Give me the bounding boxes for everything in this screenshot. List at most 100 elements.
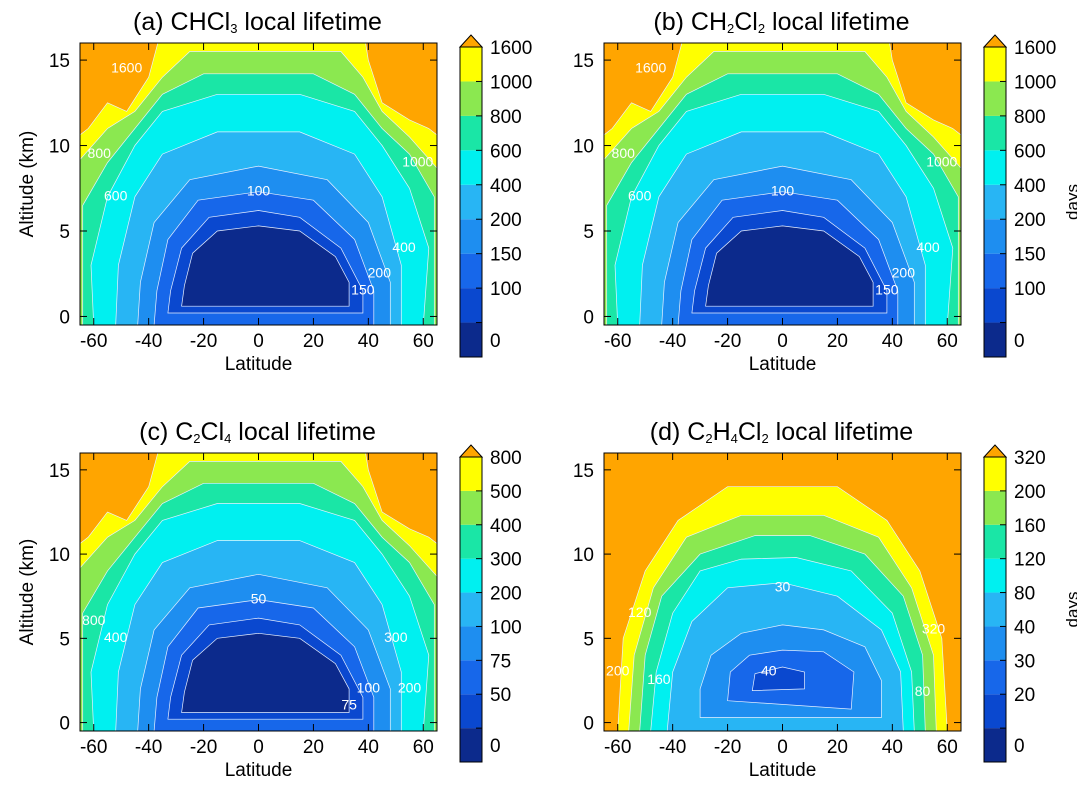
colorbar-label: 500	[490, 482, 522, 503]
colorbar-band	[460, 219, 482, 254]
colorbar-title: days	[1063, 592, 1077, 628]
colorbar-label: 300	[490, 550, 522, 571]
x-tick-label: 40	[882, 737, 903, 758]
x-tick-label: 40	[358, 737, 379, 758]
colorbar-band	[460, 81, 482, 116]
colorbar-band	[460, 592, 482, 627]
x-tick-label: 40	[358, 331, 379, 352]
y-tick-label: 15	[573, 461, 594, 482]
colorbar-title: days	[1063, 184, 1077, 220]
colorbar-band	[460, 115, 482, 151]
colorbar-band	[984, 660, 1006, 695]
colorbar-frame	[983, 46, 1007, 358]
x-tick-label: 0	[777, 737, 788, 758]
panel-d: (d) C2H4Cl2 local lifetime 30 40 80 120 160 2…	[520, 410, 1077, 788]
colorbar-band	[984, 184, 1006, 220]
colorbar-band	[460, 322, 482, 357]
colorbar-band	[460, 288, 482, 323]
colorbar-label: 150	[1014, 245, 1046, 266]
colorbar-band	[460, 457, 482, 491]
contour-label: 75	[341, 696, 357, 712]
colorbar-label: 40	[1014, 617, 1035, 638]
x-tick-label: -40	[659, 331, 686, 352]
colorbar-band	[984, 47, 1006, 82]
x-tick-label: -20	[714, 331, 741, 352]
colorbar-band	[984, 150, 1006, 185]
y-tick-label: 5	[59, 629, 70, 650]
colorbar-label: 200	[1014, 482, 1046, 503]
colorbar-label: 1000	[490, 72, 532, 93]
x-tick-label: 20	[303, 737, 324, 758]
colorbar-label: 1600	[1014, 38, 1056, 59]
colorbar-band	[984, 524, 1006, 559]
panel-title: (b) CH2Cl2 local lifetime	[653, 8, 910, 36]
panel-title: (d) C2H4Cl2 local lifetime	[649, 418, 914, 446]
contour-label: 200	[892, 264, 916, 280]
x-tick-label: -40	[659, 737, 686, 758]
x-tick-label: -60	[604, 737, 631, 758]
contour-label: 1600	[111, 59, 142, 75]
y-tick-label: 0	[583, 714, 594, 735]
contour-label: 1000	[926, 153, 957, 169]
contour-fill	[604, 43, 961, 325]
panel-c: (c) C2Cl4 local lifetime 50 75 100 200 300 40…	[0, 410, 558, 788]
colorbar-band	[984, 457, 1006, 491]
colorbar-label: 800	[490, 448, 522, 469]
colorbar-band	[460, 253, 482, 289]
colorbar-band	[984, 115, 1006, 151]
colorbar-label: 120	[1014, 550, 1046, 571]
contour-band-9	[181, 632, 350, 713]
y-tick-label: 0	[59, 307, 70, 328]
x-tick-label: -40	[135, 331, 162, 352]
x-tick-label: 20	[827, 737, 848, 758]
colorbar-band	[460, 524, 482, 559]
colorbar-band	[460, 626, 482, 661]
colorbar-arrow	[982, 444, 1008, 458]
colorbar-arrow	[458, 34, 484, 48]
contour-band-9	[705, 225, 874, 307]
colorbar-label: 100	[1014, 279, 1046, 300]
colorbar-band	[460, 660, 482, 695]
colorbar-band	[460, 558, 482, 593]
colorbar-label: 20	[1014, 685, 1035, 706]
x-tick-label: 60	[937, 331, 958, 352]
contour-label: 100	[357, 680, 381, 696]
colorbar-band	[460, 728, 482, 762]
x-tick-label: -60	[80, 737, 107, 758]
x-tick-label: 40	[882, 331, 903, 352]
colorbar-label: 0	[490, 736, 501, 757]
x-tick-label: 0	[253, 737, 264, 758]
colorbar-band	[460, 490, 482, 525]
contour-band-9	[181, 225, 350, 307]
colorbar-label: 200	[490, 584, 522, 605]
contour-label: 50	[251, 590, 267, 606]
colorbar-arrow	[458, 444, 484, 458]
contour-label: 40	[761, 663, 777, 679]
colorbar-label: 80	[1014, 584, 1035, 605]
colorbar-band	[460, 694, 482, 729]
x-tick-label: -20	[714, 737, 741, 758]
colorbar-band	[984, 288, 1006, 323]
y-tick-label: 5	[59, 222, 70, 243]
contour-fill	[604, 453, 961, 731]
x-tick-label: 20	[303, 331, 324, 352]
y-tick-label: 10	[49, 545, 70, 566]
y-tick-label: 0	[583, 307, 594, 328]
colorbar-label: 400	[490, 176, 522, 197]
panel-title: (c) C2Cl4 local lifetime	[139, 418, 376, 446]
colorbar-label: 600	[1014, 141, 1046, 162]
y-tick-label: 10	[49, 137, 70, 158]
colorbar-label: 0	[1014, 331, 1025, 352]
contour-label: 200	[368, 264, 392, 280]
colorbar-label: 800	[490, 107, 522, 128]
contour-label: 1000	[402, 153, 433, 169]
x-axis-label: Latitude	[225, 760, 293, 781]
x-tick-label: 60	[937, 737, 958, 758]
contour-label: 800	[88, 145, 112, 161]
panel-b: (b) CH2Cl2 local lifetime 100 150 200 400 60…	[520, 0, 1077, 394]
colorbar-label: 75	[490, 651, 511, 672]
colorbar-band	[984, 728, 1006, 762]
y-tick-label: 10	[573, 137, 594, 158]
